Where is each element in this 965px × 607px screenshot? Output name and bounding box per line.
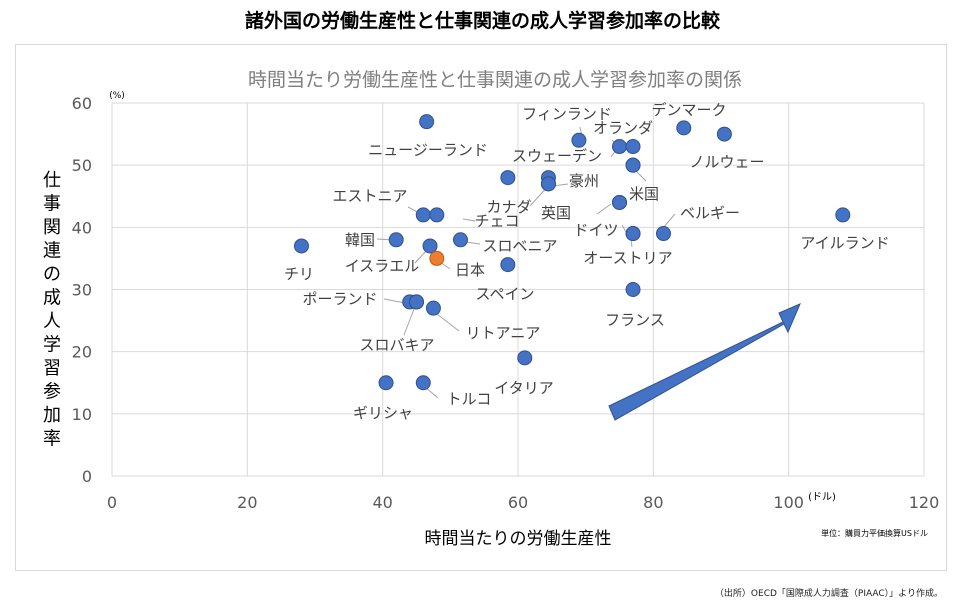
- data-point: [500, 170, 516, 186]
- data-point: [676, 120, 692, 136]
- trend-arrow: [608, 303, 801, 421]
- y-tick-label: 60: [72, 94, 92, 113]
- data-point: [409, 294, 424, 310]
- point-label: ニュージーランド: [368, 141, 488, 159]
- point-label: スロベニア: [482, 237, 557, 255]
- leader-line: [383, 298, 406, 304]
- y-tick-label: 50: [72, 156, 92, 175]
- leader-line: [403, 308, 415, 336]
- point-label: スウェーデン: [512, 147, 602, 165]
- leader-line: [621, 224, 627, 233]
- data-point: [540, 176, 556, 192]
- point-label: オーストリア: [583, 249, 672, 267]
- point-label: 韓国: [345, 231, 375, 249]
- data-point: [293, 238, 309, 254]
- point-label: トルコ: [447, 390, 492, 408]
- y-unit: (%): [109, 91, 125, 101]
- data-point: [429, 250, 445, 266]
- x-tick-label: 60: [508, 493, 528, 512]
- point-label: フランス: [605, 311, 665, 329]
- x-tick-label: 100: [773, 493, 804, 512]
- point-label: エストニア: [332, 187, 407, 205]
- data-point: [716, 126, 732, 142]
- data-point: [388, 232, 404, 248]
- data-point: [422, 238, 438, 254]
- x-axis-label: 時間当たりの労働生産性: [425, 529, 612, 549]
- y-tick-label: 30: [72, 281, 92, 300]
- y-tick-label: 20: [72, 343, 92, 362]
- point-label: ドイツ: [573, 221, 618, 239]
- data-point: [625, 226, 641, 242]
- data-point: [625, 282, 641, 297]
- point-label: ポーランド: [302, 290, 377, 308]
- data-point: [378, 375, 394, 391]
- leader-line: [436, 313, 460, 332]
- x-tick-label: 120: [909, 493, 940, 512]
- point-label: チェコ: [474, 212, 519, 230]
- point-label: 米国: [629, 185, 659, 203]
- data-points: [293, 114, 851, 391]
- data-point: [625, 139, 641, 155]
- chart-title: 時間当たり労働生産性と仕事関連の成人学習参加率の関係: [248, 69, 742, 91]
- unit-note: 単位：購買力平価換算USドル: [821, 528, 928, 538]
- leader-line: [414, 250, 427, 264]
- x-tick-label: 40: [372, 493, 392, 512]
- point-label: 日本: [455, 261, 485, 279]
- point-label: ギリシャ: [353, 404, 413, 422]
- tick-labels: 0 20 40 60 80 100 120 0 10 20 30 40 50 60: [72, 94, 940, 512]
- y-tick-label: 40: [72, 218, 92, 237]
- point-label: チリ: [284, 265, 314, 283]
- y-tick-label: 10: [72, 405, 92, 424]
- data-point: [429, 207, 445, 223]
- point-label: イスラエル: [345, 257, 420, 275]
- point-label: スペイン: [476, 285, 535, 303]
- data-point: [612, 194, 627, 210]
- data-point: [625, 157, 641, 173]
- data-point: [415, 207, 431, 223]
- data-point: [655, 226, 671, 242]
- point-label: 英国: [541, 204, 571, 222]
- point-label: イタリア: [494, 379, 553, 397]
- point-label: カナダ: [486, 198, 531, 216]
- point-label: ノルウェー: [689, 153, 764, 171]
- point-label: スロバキア: [359, 336, 434, 354]
- source-note: （出所）OECD「国際成人力調査（PIAAC）」より作成。: [714, 589, 943, 599]
- data-point: [835, 207, 851, 223]
- point-label: ベルギー: [680, 204, 740, 222]
- x-tick-label: 80: [643, 493, 663, 512]
- main-title: 諸外国の労働生産性と仕事関連の成人学習参加率の比較: [244, 10, 720, 32]
- point-label: デンマーク: [651, 101, 726, 119]
- data-point: [612, 139, 627, 155]
- data-point: [500, 257, 516, 273]
- leader-line: [596, 203, 612, 215]
- data-point: [415, 375, 431, 391]
- point-label: 豪州: [569, 172, 599, 190]
- leader-line: [462, 218, 476, 222]
- data-point: [452, 232, 468, 248]
- x-unit: (ドル): [808, 492, 836, 503]
- x-tick-label: 0: [107, 493, 117, 512]
- data-point: [517, 350, 533, 366]
- y-axis-label: 仕事関連の成人学習参加率: [43, 170, 61, 450]
- data-point: [425, 300, 441, 316]
- leader-line: [465, 241, 481, 245]
- point-label: フィンランド: [522, 105, 612, 123]
- leader-line: [662, 213, 676, 229]
- y-tick-label: 0: [82, 467, 92, 486]
- point-label: オランダ: [593, 119, 653, 137]
- point-label: アイルランド: [800, 234, 889, 252]
- x-tick-label: 20: [237, 493, 257, 512]
- point-label: リトアニア: [466, 324, 541, 342]
- data-point: [571, 132, 587, 148]
- gridlines: [111, 102, 925, 477]
- data-point: [419, 114, 435, 130]
